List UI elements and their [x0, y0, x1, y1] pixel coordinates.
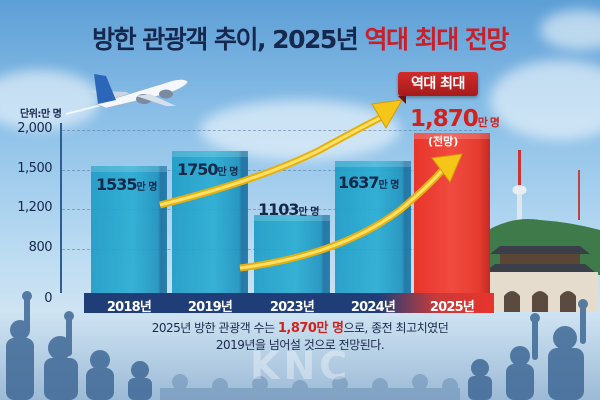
title-highlight: 역대 최대 전망: [364, 25, 509, 54]
bar-2025: [414, 133, 490, 293]
forecast-note: (전망): [428, 135, 459, 148]
x-label-2024: 2024년: [350, 300, 396, 315]
bar-value-2023: 1103만 명: [258, 200, 319, 219]
cloud-decoration: [0, 70, 100, 130]
airplane-icon: [66, 74, 189, 115]
y-axis-line: [60, 123, 62, 293]
y-tick-0: 0: [44, 291, 52, 306]
bar-value-2018: 1535만 명: [96, 175, 157, 194]
x-axis-band: [84, 293, 494, 313]
bar-value-2024: 1637만 명: [338, 173, 399, 192]
bar-2018: [91, 166, 167, 293]
caption-line-2: 2019년을 넘어설 것으로 전망된다.: [215, 338, 385, 352]
x-label-2023: 2023년: [269, 300, 315, 315]
record-high-badge: 역대 최대: [398, 72, 478, 104]
bar-value-2025: 1,870만 명: [410, 106, 500, 132]
watermark: KNC: [250, 344, 352, 388]
title-main: 방한 관광객 추이, 2025년: [92, 25, 365, 54]
x-label-2025: 2025년: [429, 300, 475, 315]
caption-line-1: 2025년 방한 관광객 수는 1,870만 명으로, 종전 최고치였던: [151, 321, 449, 336]
x-label-2019: 2019년: [187, 300, 233, 315]
page-title: 방한 관광객 추이, 2025년 역대 최대 전망: [0, 20, 600, 56]
y-tick-2000: 2,000: [17, 121, 52, 136]
y-tick-1200: 1,200: [17, 200, 52, 215]
caption: 2025년 방한 관광객 수는 1,870만 명으로, 종전 최고치였던 201…: [0, 320, 600, 354]
landmark-illustration: [480, 150, 600, 312]
x-label-2018: 2018년: [106, 300, 152, 315]
bar-value-2019: 1750만 명: [177, 160, 238, 179]
unit-label: 단위:만 명: [20, 109, 62, 120]
cloud-decoration: [540, 10, 600, 50]
cloud-decoration: [490, 60, 600, 140]
bar-2023: [254, 215, 330, 293]
y-tick-1500: 1,500: [17, 161, 52, 176]
y-tick-800: 800: [28, 240, 53, 255]
